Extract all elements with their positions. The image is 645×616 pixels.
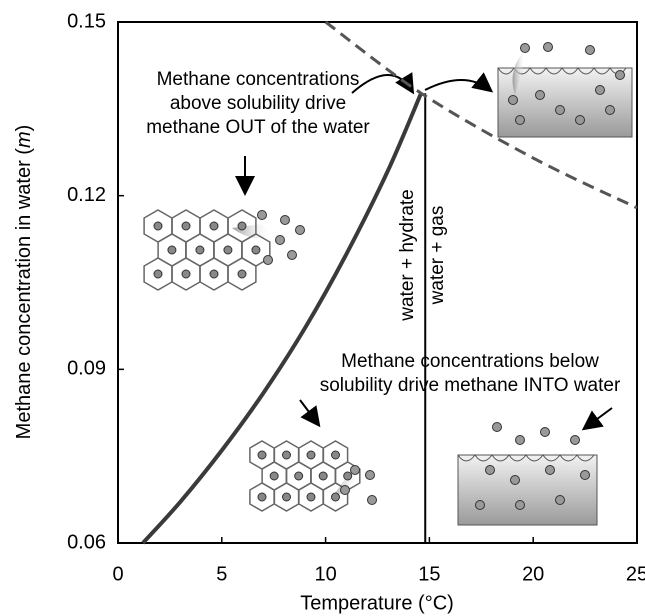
y-tick-label: 0.15	[67, 10, 106, 32]
arrow	[351, 72, 415, 95]
series-line	[324, 20, 638, 210]
methane-molecule	[306, 450, 316, 460]
x-tick-label: 15	[418, 563, 440, 585]
methane-molecule	[282, 450, 291, 460]
x-tick-label: 10	[314, 563, 336, 585]
region-label: water + gas	[427, 206, 448, 306]
methane-molecule	[520, 43, 530, 53]
methane-molecule	[555, 495, 565, 505]
annotation: methane OUT of the water	[146, 117, 370, 138]
arrow	[581, 407, 613, 431]
x-tick-label: 0	[112, 563, 123, 585]
methane-molecule	[257, 450, 267, 460]
methane-molecule	[340, 485, 350, 495]
x-tick-label: 25	[626, 563, 645, 585]
methane-molecule	[209, 269, 219, 279]
flow-arrow	[512, 50, 525, 95]
methane-molecule	[287, 250, 297, 260]
flow-arrow	[567, 443, 577, 488]
methane-molecule	[605, 105, 615, 115]
methane-molecule	[595, 85, 605, 95]
methane-molecule	[209, 221, 219, 231]
methane-molecule	[570, 435, 580, 445]
methane-molecule	[615, 70, 625, 80]
methane-molecule	[543, 42, 553, 52]
annotation: solubility drive methane INTO water	[320, 375, 621, 396]
arrow	[424, 72, 494, 93]
y-axis-label-part: )	[13, 125, 35, 132]
x-axis-label: Temperature (°C)	[300, 592, 454, 614]
methane-molecule	[181, 269, 191, 279]
methane-molecule	[195, 245, 205, 255]
methane-molecule	[331, 450, 340, 460]
x-tick-label: 5	[216, 563, 227, 585]
methane-molecule	[492, 422, 502, 432]
methane-molecule	[540, 427, 550, 437]
methane-molecule	[275, 235, 285, 245]
methane-molecule	[575, 115, 585, 125]
methane-molecule	[167, 245, 177, 255]
methane-molecule	[485, 465, 495, 475]
y-axis-label-part: m	[13, 131, 35, 148]
region-label: water + hydrate	[397, 189, 418, 322]
annotation: Methane concentrations	[157, 69, 360, 90]
methane-molecule	[331, 492, 340, 502]
x-tick-label: 20	[522, 563, 544, 585]
methane-molecule	[295, 225, 305, 235]
methane-molecule	[535, 90, 545, 100]
annotation: Methane concentrations below	[341, 351, 599, 372]
methane-molecule	[515, 500, 525, 510]
water-surface	[457, 454, 595, 462]
y-axis-label-part: Methane concentration in water (	[13, 148, 35, 440]
methane-molecule	[508, 95, 518, 105]
methane-molecule	[585, 45, 595, 55]
methane-molecule	[515, 435, 525, 445]
methane-molecule	[280, 215, 290, 225]
methane-molecule	[545, 465, 555, 475]
y-tick-label: 0.12	[67, 184, 106, 206]
methane-molecule	[282, 492, 291, 502]
methane-molecule	[306, 492, 316, 502]
plot-frame	[117, 21, 638, 544]
methane-molecule	[237, 221, 247, 231]
methane-molecule	[223, 245, 233, 255]
y-tick-label: 0.09	[67, 358, 106, 380]
water-container	[497, 67, 633, 138]
illustrations	[143, 42, 633, 526]
methane-molecule	[367, 495, 377, 505]
hydrate-cage	[227, 257, 257, 291]
methane-molecule	[318, 471, 328, 481]
y-axis-label: Methane concentration in water (m)	[13, 125, 35, 440]
methane-molecule	[153, 221, 163, 231]
methane-molecule	[257, 210, 267, 220]
arrow	[299, 399, 321, 428]
methane-molecule	[237, 269, 247, 279]
methane-molecule	[365, 470, 375, 480]
y-tick-label: 0.06	[67, 531, 106, 553]
methane-molecule	[269, 471, 279, 481]
methane-molecule	[251, 245, 261, 255]
methane-molecule	[153, 269, 163, 279]
methane-molecule	[257, 492, 267, 502]
methane-molecule	[350, 465, 360, 475]
methane-molecule	[515, 115, 525, 125]
methane-molecule	[263, 255, 273, 265]
annotation: above solubility drive	[170, 93, 346, 114]
methane-molecule	[294, 471, 304, 481]
methane-molecule	[343, 471, 353, 481]
methane-molecule	[555, 105, 565, 115]
methane-molecule	[510, 475, 520, 485]
methane-molecule	[181, 221, 191, 231]
methane-molecule	[580, 470, 590, 480]
series-line	[141, 92, 423, 545]
water-container	[457, 454, 598, 526]
methane-molecule	[475, 500, 485, 510]
